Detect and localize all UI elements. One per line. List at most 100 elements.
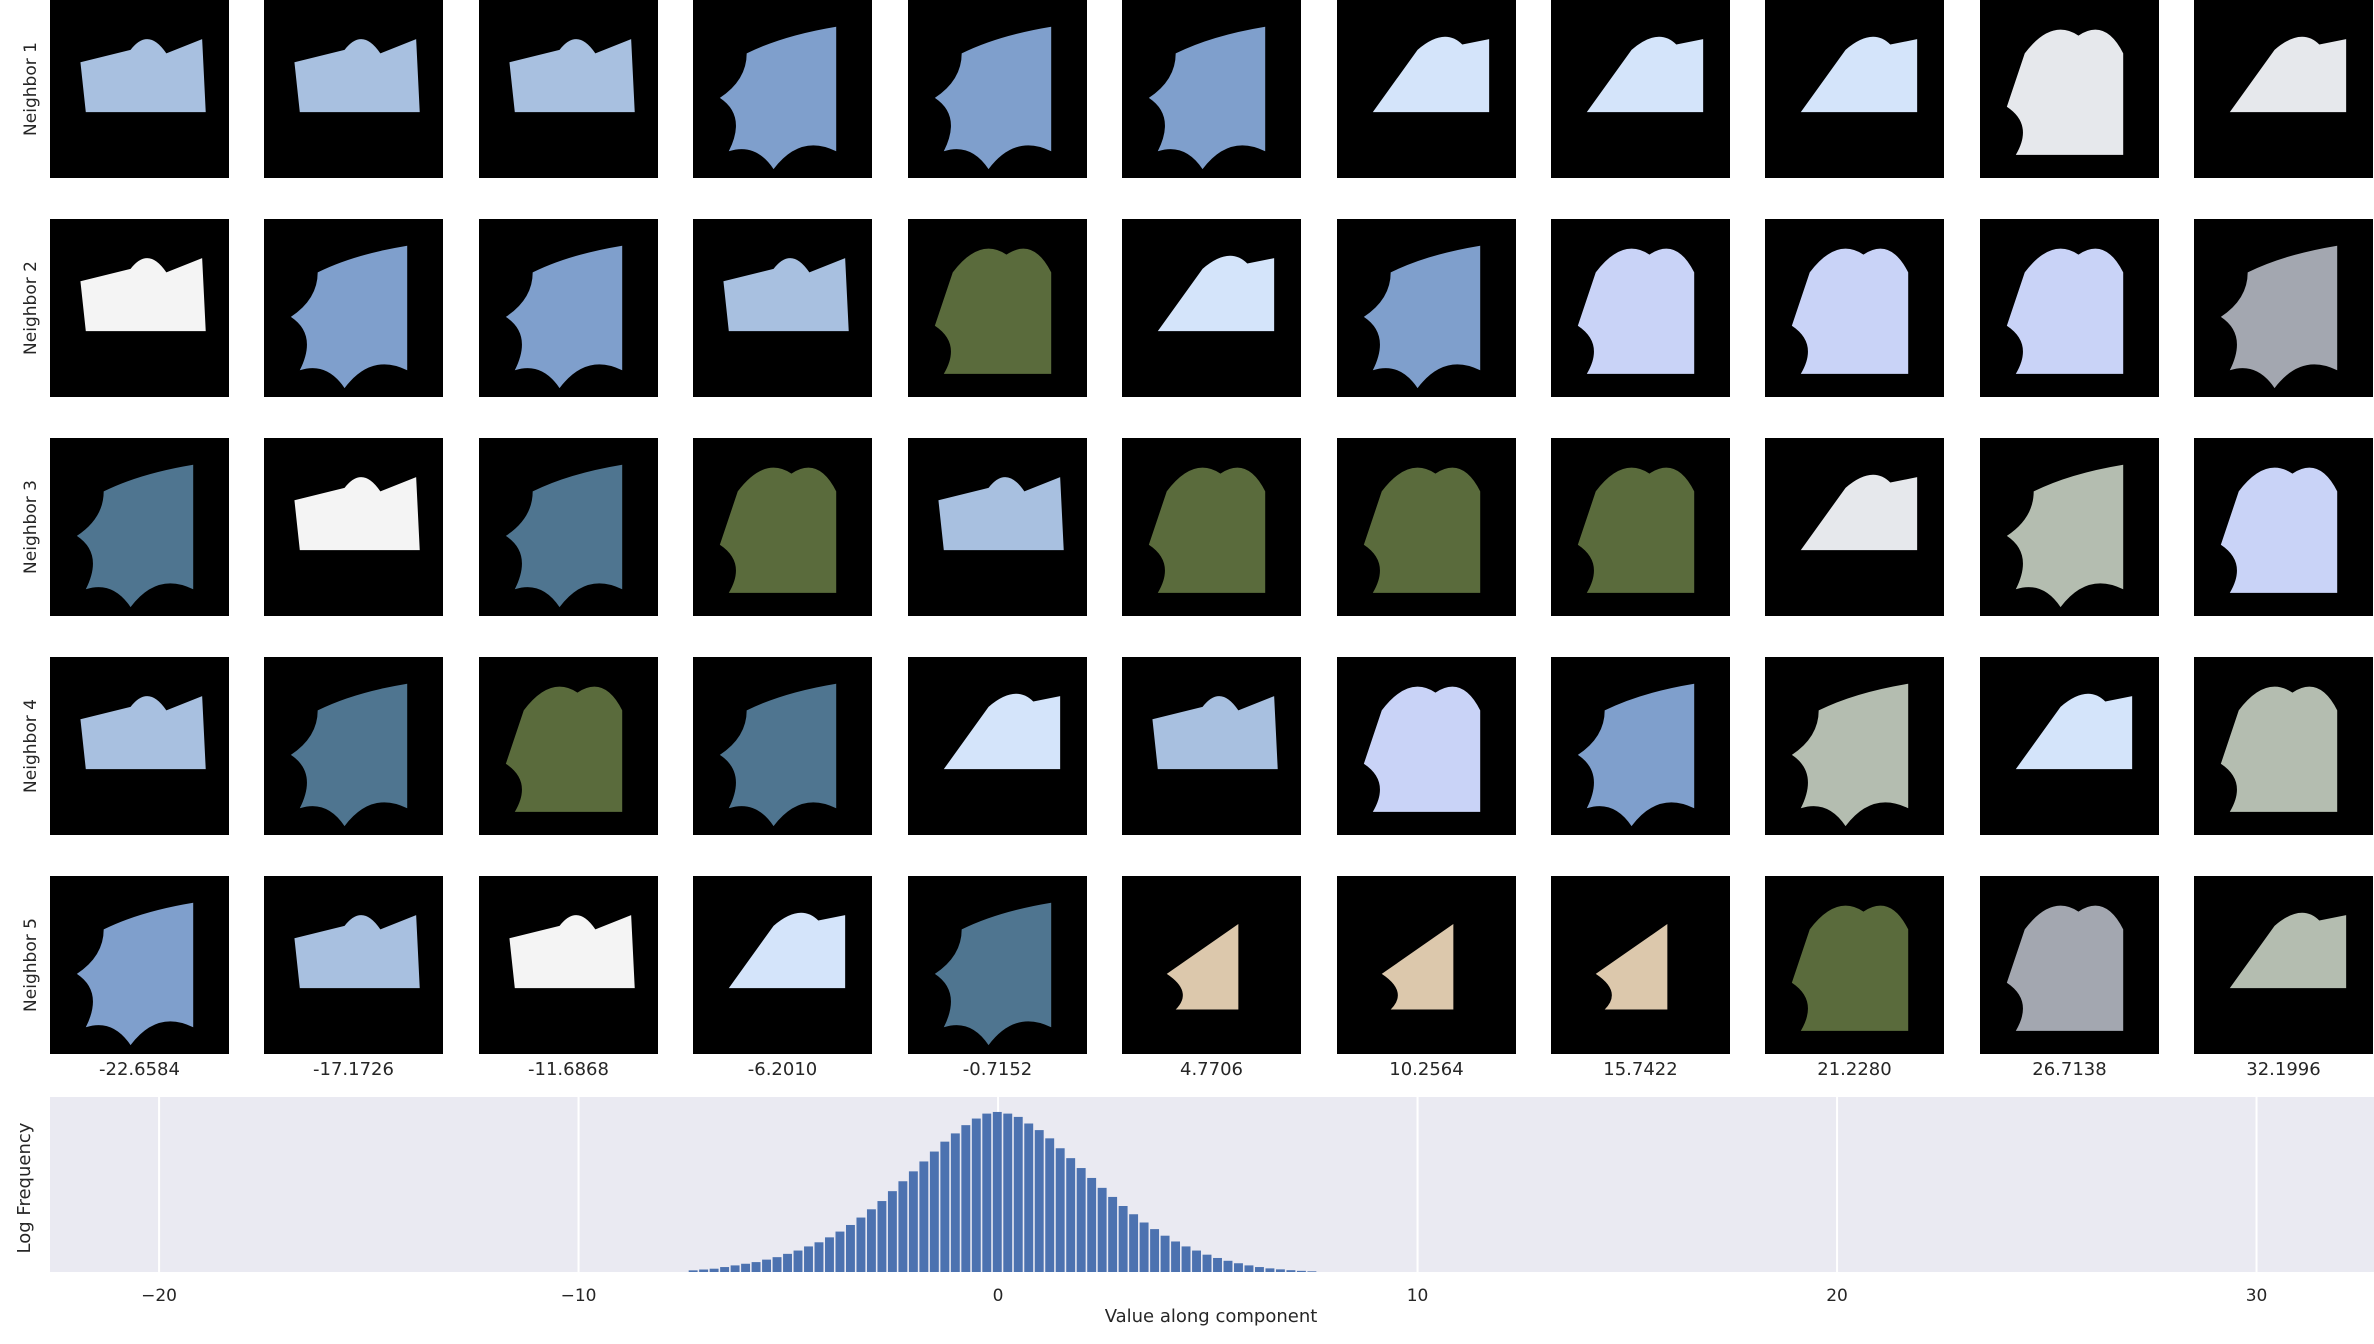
histogram-bar [1296,1270,1306,1272]
column-value-label: -6.2010 [748,1059,817,1080]
image-patch [2220,467,2338,593]
neighbor-image [2194,0,2373,178]
histogram-bar [741,1263,751,1272]
histogram-bar [751,1262,761,1272]
histogram-bar [1160,1235,1170,1272]
neighbor-image [50,0,229,178]
histogram-bar [825,1237,834,1272]
image-patch [509,915,635,989]
image-patch [76,464,194,608]
neighbor-image [1122,219,1301,397]
x-tick-label: 0 [993,1286,1004,1306]
image-patch [505,686,623,812]
neighbor-image [1337,219,1516,397]
histogram-bar [1181,1246,1191,1272]
histogram-bar [992,1111,1002,1272]
image-patch [2006,29,2124,155]
image-patch [509,39,635,113]
x-tick-label: 20 [1826,1286,1848,1306]
image-patch [2015,693,2133,770]
column-value-label: -0.7152 [963,1059,1032,1080]
histogram-bar [688,1270,698,1272]
neighbor-image [1980,438,2159,616]
column-value-label: 15.7422 [1603,1059,1677,1080]
neighbor-image [1980,0,2159,178]
column-value-label: -22.6584 [99,1059,180,1080]
neighbor-image [2194,219,2373,397]
neighbor-image [1551,0,1730,178]
histogram-bar [1139,1222,1149,1272]
neighbor-image [693,219,872,397]
histogram-bar [1192,1250,1201,1272]
histogram-bar [898,1181,908,1272]
image-patch [1577,683,1695,827]
neighbor-image [908,657,1087,835]
neighbor-image [479,219,658,397]
neighbor-image [1337,438,1516,616]
histogram-bar [1275,1269,1285,1272]
histogram-bar [1003,1113,1013,1272]
neighbor-image [693,657,872,835]
bars [688,1111,1317,1272]
image-patch [1791,683,1909,827]
histogram-bar [887,1191,897,1272]
histogram-bar [1108,1196,1118,1272]
neighbor-image [1122,0,1301,178]
x-tick-label: 30 [2246,1286,2268,1306]
neighbor-image [1980,657,2159,835]
neighbor-image [479,438,658,616]
neighbor-image [264,219,443,397]
histogram-bar [1171,1241,1181,1272]
image-patch [1586,36,1704,113]
histogram-bar [1213,1257,1222,1272]
histogram-bar [1087,1177,1097,1272]
neighbor-image [1551,219,1730,397]
histogram-bar [720,1267,730,1272]
image-patch [294,915,420,989]
neighbor-image [1980,219,2159,397]
histogram-chart: −20 −10 0 10 20 30 Value along component Log … [14,1097,2374,1327]
histogram-bar [919,1161,929,1272]
neighbor-image [1765,876,1944,1054]
neighbor-image [1122,438,1301,616]
histogram-bar [1034,1130,1044,1272]
image-patch [1577,248,1695,374]
image-patch [719,467,837,593]
neighbor-image [1551,438,1730,616]
plot-area [50,1097,2374,1272]
histogram-bar [793,1250,803,1272]
image-grid [50,0,2373,1054]
image-patch [719,683,837,827]
image-patch [1363,686,1481,812]
column-value-label: 10.2564 [1389,1059,1463,1080]
image-patch [80,258,206,332]
image-patch [1148,26,1266,170]
x-tick-labels: −20 −10 0 10 20 30 [141,1286,2267,1306]
histogram-bar [1202,1254,1212,1272]
histogram-bar [961,1125,971,1272]
histogram-bar [1265,1268,1275,1272]
neighbor-image [908,0,1087,178]
image-patch [1363,245,1481,389]
image-patch [290,245,408,389]
x-tick-label: −10 [561,1286,597,1306]
histogram-bar [1118,1206,1128,1272]
histogram-bar [1129,1214,1139,1272]
image-patch [80,696,206,770]
histogram-bar [814,1242,824,1272]
row-labels: Neighbor 1 Neighbor 2 Neighbor 3 Neighbor 4… [21,42,41,1012]
image-patch [719,26,837,170]
image-patch [1800,474,1918,551]
neighbor-image [264,0,443,178]
histogram-bar [1234,1263,1243,1272]
neighbor-image [693,438,872,616]
neighbor-image [1765,657,1944,835]
histogram-bar [982,1113,992,1272]
image-patch [934,26,1052,170]
image-patch [2220,245,2338,389]
neighbor-image [1337,876,1516,1054]
column-value-label: -17.1726 [313,1059,394,1080]
image-patch [294,39,420,113]
row-label: Neighbor 5 [21,918,41,1012]
